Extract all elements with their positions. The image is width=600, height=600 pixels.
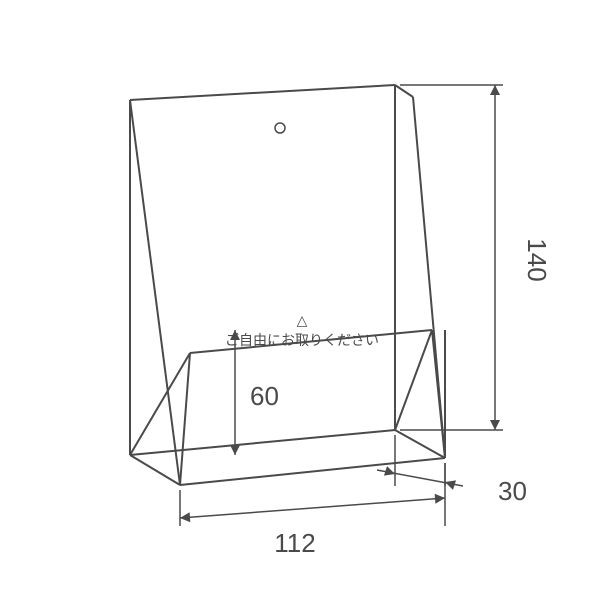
dim-height: 140 bbox=[522, 238, 552, 281]
dim-width: 112 bbox=[274, 528, 315, 558]
dim-front-height: 60 bbox=[250, 381, 279, 411]
dim-depth: 30 bbox=[498, 476, 527, 506]
dimension-diagram: △ ご自由にお取りください 112 140 30 60 bbox=[0, 0, 600, 600]
front-text: ご自由にお取りください bbox=[225, 332, 379, 348]
triangle-icon: △ bbox=[297, 312, 308, 328]
